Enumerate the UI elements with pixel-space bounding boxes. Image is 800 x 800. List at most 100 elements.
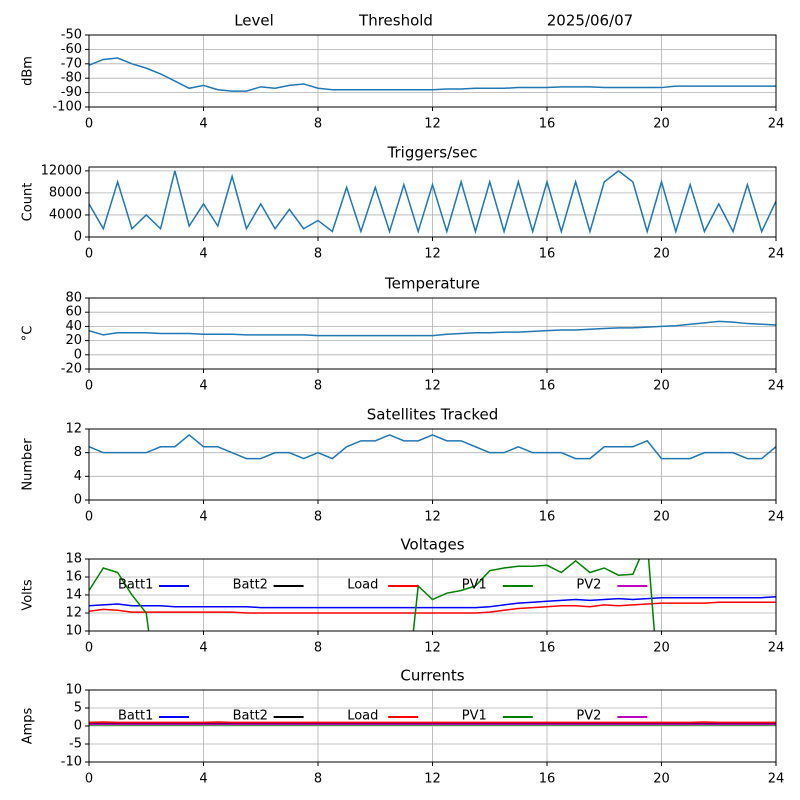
x-tick-label: 24 xyxy=(768,510,785,525)
y-tick-label: 0 xyxy=(74,230,82,245)
y-tick-label: 12 xyxy=(65,606,82,621)
x-tick-label: 0 xyxy=(85,510,93,525)
legend-label: Batt2 xyxy=(233,578,268,593)
x-tick-label: 0 xyxy=(85,641,93,656)
x-tick-label: 4 xyxy=(199,641,207,656)
x-tick-label: 16 xyxy=(539,772,556,787)
y-tick-label: 0 xyxy=(74,347,82,362)
y-tick-label: 4000 xyxy=(49,207,82,222)
subplot: 0 4 8 12 16 20 24 10 12 14 16 18 Voltages Volts Batt1 B… xyxy=(21,536,785,656)
axes-frame xyxy=(88,34,777,108)
subplot: 0 4 8 12 16 20 24 -100-90-80-70-60-50 Level Thres… xyxy=(21,12,785,132)
x-tick-label: 12 xyxy=(424,510,441,525)
annotation: Threshold xyxy=(358,12,433,30)
x-tick-label: 12 xyxy=(424,379,441,394)
x-tick-label: 20 xyxy=(653,510,670,525)
x-tick-label: 20 xyxy=(653,641,670,656)
series-line xyxy=(89,601,776,614)
series-line xyxy=(89,169,776,235)
y-tick-label: 18 xyxy=(65,552,82,567)
legend-label: Batt2 xyxy=(233,709,268,724)
series-line xyxy=(89,596,776,609)
axes-frame xyxy=(88,558,777,632)
x-tick-label: 0 xyxy=(85,772,93,787)
y-tick-label: 10 xyxy=(65,624,82,639)
x-tick-label: 4 xyxy=(199,117,207,132)
x-tick-label: 4 xyxy=(199,247,207,262)
annotation: 2025/06/07 xyxy=(547,12,633,30)
legend-label: Load xyxy=(347,709,378,724)
axes-frame xyxy=(88,428,777,501)
x-tick-label: 24 xyxy=(768,641,785,656)
x-tick-label: 12 xyxy=(424,117,441,132)
y-tick-label: 60 xyxy=(65,305,82,320)
x-tick-label: 24 xyxy=(768,772,785,787)
subplot: 0 4 8 12 16 20 24 -10 -5 0 5 10 Currents Amps Batt1 Bat… xyxy=(21,667,785,787)
x-tick-label: 24 xyxy=(768,379,785,394)
series-line xyxy=(89,559,656,631)
x-tick-label: 8 xyxy=(314,379,322,394)
y-tick-label: 12 xyxy=(65,422,82,437)
x-tick-label: 4 xyxy=(199,510,207,525)
y-tick-label: 10 xyxy=(65,683,82,698)
x-tick-label: 16 xyxy=(539,379,556,394)
y-tick-label: 12000 xyxy=(41,163,82,178)
x-tick-label: 20 xyxy=(653,379,670,394)
y-tick-label: -100 xyxy=(52,100,82,115)
y-tick-label: 80 xyxy=(65,291,82,306)
legend-label: PV1 xyxy=(462,709,487,724)
chart-title: Satellites Tracked xyxy=(367,406,498,424)
y-tick-label: 8 xyxy=(74,445,82,460)
x-tick-label: 16 xyxy=(539,247,556,262)
legend-label: Batt1 xyxy=(118,578,153,593)
x-tick-label: 16 xyxy=(539,510,556,525)
x-tick-label: 8 xyxy=(314,510,322,525)
chart-title: Level xyxy=(234,12,274,30)
x-tick-label: 20 xyxy=(653,247,670,262)
y-tick-label: -60 xyxy=(61,42,82,57)
axes-frame xyxy=(88,689,777,763)
y-tick-label: 8000 xyxy=(49,185,82,200)
axes-frame xyxy=(88,166,777,238)
y-tick-label: 0 xyxy=(74,719,82,734)
x-tick-label: 12 xyxy=(424,641,441,656)
y-tick-label: 4 xyxy=(74,469,82,484)
y-axis-label: Volts xyxy=(21,579,36,611)
x-tick-label: 16 xyxy=(539,641,556,656)
x-tick-label: 0 xyxy=(85,379,93,394)
y-tick-label: -50 xyxy=(61,28,82,43)
x-tick-label: 0 xyxy=(85,247,93,262)
y-tick-label: -90 xyxy=(61,85,82,100)
y-tick-label: -20 xyxy=(61,362,82,377)
x-tick-label: 4 xyxy=(199,379,207,394)
y-axis-label: dBm xyxy=(21,56,36,86)
y-tick-label: 16 xyxy=(65,570,82,585)
chart-title: Currents xyxy=(400,667,464,685)
y-tick-label: 0 xyxy=(74,493,82,508)
x-tick-label: 12 xyxy=(424,772,441,787)
y-axis-label: °C xyxy=(21,326,36,342)
series-line xyxy=(89,320,776,337)
legend-label: PV1 xyxy=(462,578,487,593)
series-line xyxy=(89,433,776,460)
y-axis-label: Amps xyxy=(21,707,36,744)
x-tick-label: 20 xyxy=(653,117,670,132)
y-tick-label: -80 xyxy=(61,71,82,86)
y-tick-label: 40 xyxy=(65,319,82,334)
x-tick-label: 20 xyxy=(653,772,670,787)
y-tick-label: 14 xyxy=(65,588,82,603)
chart-title: Temperature xyxy=(384,275,480,293)
y-tick-label: 5 xyxy=(74,701,82,716)
x-tick-label: 12 xyxy=(424,247,441,262)
y-tick-label: -70 xyxy=(61,56,82,71)
axes-frame xyxy=(88,297,777,370)
y-tick-label: -5 xyxy=(69,737,82,752)
chart-title: Voltages xyxy=(400,536,464,554)
subplot: 0 4 8 12 16 20 24 0 4 8 12 Satellites Tracked Number xyxy=(21,406,785,525)
subplot: 0 4 8 12 16 20 24 0 4000 8000 12000 Triggers/sec Cou… xyxy=(21,144,785,262)
x-tick-label: 8 xyxy=(314,117,322,132)
y-tick-label: -10 xyxy=(61,755,82,770)
